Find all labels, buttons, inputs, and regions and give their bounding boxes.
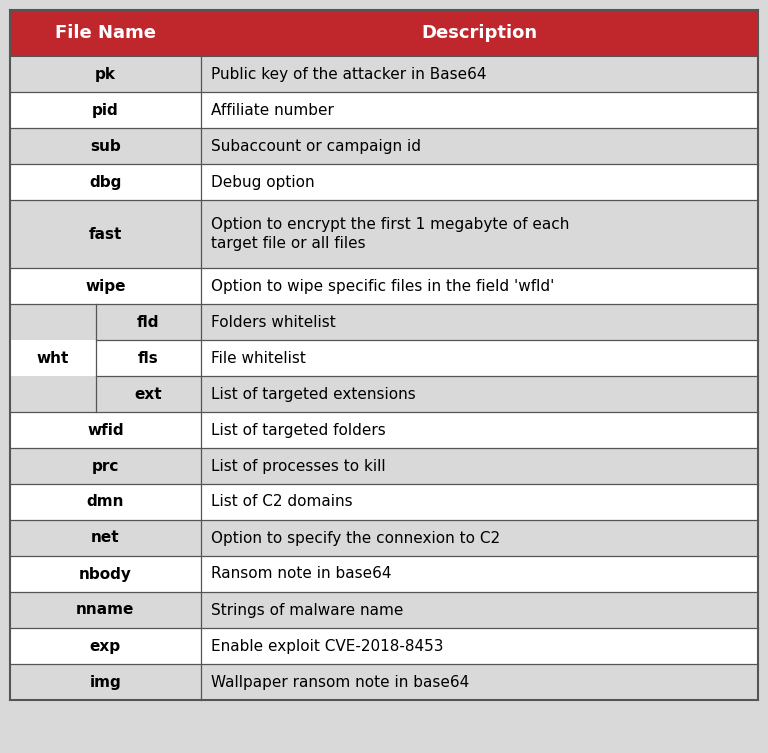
Bar [96,340,200,376]
Text: Strings of malware name: Strings of malware name [210,602,403,617]
Text: Wallpaper ransom note in base64: Wallpaper ransom note in base64 [210,675,469,690]
Bar [10,628,200,664]
Bar [10,10,200,56]
Bar [200,10,758,56]
Bar [10,56,200,92]
Bar [10,664,200,700]
Bar [200,628,758,664]
Text: List of processes to kill: List of processes to kill [210,459,386,474]
Text: Public key of the attacker in Base64: Public key of the attacker in Base64 [210,66,486,81]
Bar [10,164,200,200]
Bar [200,56,758,92]
Text: File Name: File Name [55,24,156,42]
Text: fld: fld [137,315,160,330]
Text: fls: fls [138,350,159,365]
Text: File whitelist: File whitelist [210,350,306,365]
Bar [200,520,758,556]
Text: net: net [91,531,120,545]
Bar [10,592,200,628]
Text: nname: nname [76,602,134,617]
Bar [200,376,758,412]
Bar [200,92,758,128]
Text: List of targeted extensions: List of targeted extensions [210,386,415,401]
Text: pid: pid [92,102,119,117]
Bar [200,200,758,268]
Bar [10,200,200,268]
Text: Enable exploit CVE-2018-8453: Enable exploit CVE-2018-8453 [210,639,443,654]
Text: prc: prc [91,459,119,474]
Text: fast: fast [88,227,122,242]
Bar [200,268,758,304]
Bar [200,164,758,200]
Bar [10,92,200,128]
Bar [10,412,200,448]
Text: wht: wht [37,350,69,365]
Text: List of targeted folders: List of targeted folders [210,422,386,437]
Bar [200,340,758,376]
Text: wipe: wipe [85,279,126,294]
Bar [200,304,758,340]
Bar [10,484,200,520]
Text: ext: ext [134,386,162,401]
Bar [10,268,200,304]
Bar [200,556,758,592]
Text: wfid: wfid [87,422,124,437]
Bar [200,592,758,628]
Text: Option to specify the connexion to C2: Option to specify the connexion to C2 [210,531,500,545]
Bar [200,128,758,164]
Bar [10,556,200,592]
Bar [10,304,96,340]
Text: pk: pk [95,66,116,81]
Text: Option to encrypt the first 1 megabyte of each
target file or all files: Option to encrypt the first 1 megabyte o… [210,217,569,252]
Bar [96,376,200,412]
Text: nbody: nbody [79,566,132,581]
Bar [200,412,758,448]
Text: Subaccount or campaign id: Subaccount or campaign id [210,139,421,154]
Bar [10,520,200,556]
Text: exp: exp [90,639,121,654]
Text: Ransom note in base64: Ransom note in base64 [210,566,391,581]
Text: Folders whitelist: Folders whitelist [210,315,336,330]
Text: Description: Description [422,24,538,42]
Bar [10,448,200,484]
Text: Affiliate number: Affiliate number [210,102,333,117]
Bar [10,376,96,412]
Bar [200,664,758,700]
Bar [200,448,758,484]
Text: Debug option: Debug option [210,175,314,190]
Text: Option to wipe specific files in the field 'wfld': Option to wipe specific files in the fie… [210,279,554,294]
Bar [10,128,200,164]
Text: dmn: dmn [87,495,124,510]
Bar [200,484,758,520]
Bar [96,304,200,340]
Text: List of C2 domains: List of C2 domains [210,495,353,510]
Text: dbg: dbg [89,175,121,190]
Bar [10,340,96,376]
Text: sub: sub [90,139,121,154]
Text: img: img [90,675,121,690]
